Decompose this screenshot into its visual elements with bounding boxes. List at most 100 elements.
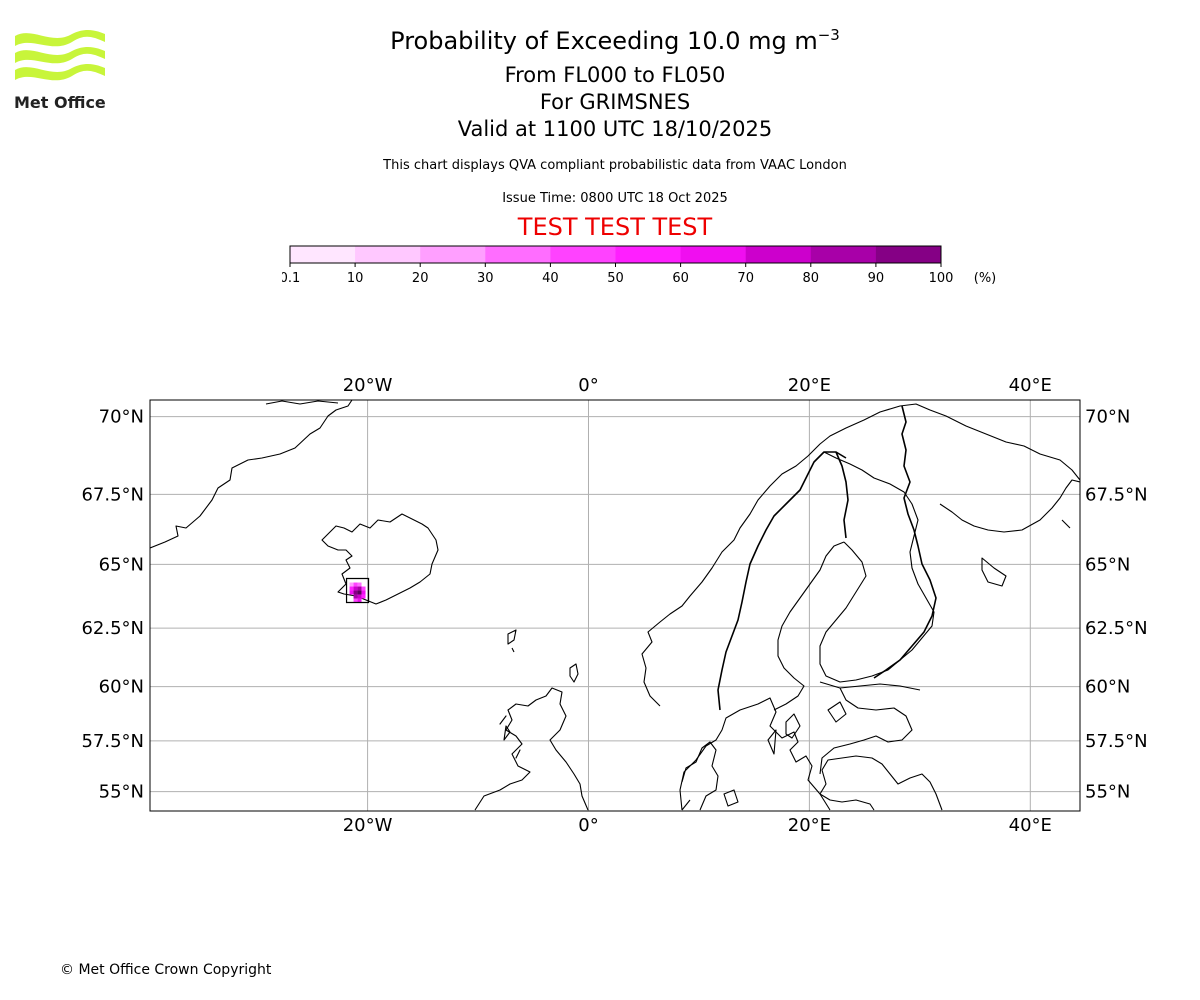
lat-labels-right: 70°N 67.5°N 65°N 62.5°N 60°N 57.5°N 55°N [1085, 407, 1148, 803]
coastline-sweden-east [773, 541, 845, 711]
lat-label: 57.5°N [1085, 731, 1148, 752]
colorbar-swatch [355, 246, 421, 263]
border-finland-russia [873, 405, 937, 679]
lon-labels-bottom: 20°W 0° 20°E 40°E [343, 815, 1052, 836]
lon-label: 20°W [343, 815, 393, 836]
probability-cell [357, 582, 362, 587]
coastline-greenland [150, 400, 353, 549]
colorbar-swatch [420, 246, 486, 263]
colorbar-tick-label: 10 [347, 271, 364, 286]
chart-description: This chart displays QVA compliant probab… [383, 158, 847, 173]
probability-cell [349, 590, 354, 595]
copyright-notice: © Met Office Crown Copyright [60, 962, 272, 978]
probability-cell [361, 586, 366, 591]
lat-label: 62.5°N [81, 618, 144, 639]
lat-label: 60°N [1085, 677, 1130, 698]
colorbar-tick-label: 100 [929, 271, 954, 286]
colorbar-tick-label: 30 [477, 271, 494, 286]
lat-label: 55°N [1085, 782, 1130, 803]
colorbar-tick-label: 90 [868, 271, 885, 286]
probability-cell [357, 598, 362, 603]
lat-label: 65°N [1085, 554, 1130, 575]
lon-label: 0° [578, 375, 598, 396]
colorbar-tick-label: 50 [607, 271, 624, 286]
lat-label: 65°N [99, 554, 144, 575]
border-sweden-finland [835, 451, 849, 539]
national-borders [819, 755, 943, 811]
colorbar-tick-label: 80 [803, 271, 820, 286]
internal-borders [717, 405, 937, 711]
probability-hotspot-grimsnes [345, 577, 370, 604]
lat-label: 70°N [1085, 407, 1130, 428]
probability-colorbar: 0.1 10 20 30 40 50 60 70 80 90 100 (%) [282, 245, 997, 286]
title-exponent: −3 [817, 26, 840, 44]
lat-label: 55°N [99, 782, 144, 803]
colorbar-tick-label: 40 [542, 271, 559, 286]
colorbar-swatch [550, 246, 616, 263]
coastlines [150, 400, 1080, 811]
coastline-baltic-islands [767, 701, 847, 755]
lon-labels-top: 20°W 0° 20°E 40°E [343, 375, 1052, 396]
coastline-outer-isles [499, 715, 521, 759]
hotspot-outline [345, 577, 370, 604]
valid-time: Valid at 1100 UTC 18/10/2025 [457, 117, 773, 141]
colorbar-swatch [290, 246, 356, 263]
title-main: Probability of Exceeding 10.0 mg m [390, 27, 818, 55]
coastline-faroe [507, 629, 517, 653]
probability-cell [353, 590, 358, 595]
lon-label: 40°E [1009, 375, 1052, 396]
colorbar-tick-label: 20 [412, 271, 429, 286]
map-panel: 20°W 0° 20°E 40°E 20°W 0° 20°E 40°E 70°N 67.5°N… [81, 375, 1148, 836]
lat-label: 60°N [99, 677, 144, 698]
lat-label: 67.5°N [1085, 484, 1148, 505]
lon-label: 20°E [788, 815, 831, 836]
logo-waves-icon [15, 29, 105, 81]
probability-cell [353, 582, 358, 587]
colorbar-swatch [485, 246, 551, 263]
probability-cell [357, 586, 362, 591]
coastline-gulf-of-finland [819, 681, 921, 775]
probability-cell [349, 586, 354, 591]
flight-levels: From FL000 to FL050 [504, 63, 726, 87]
lat-label: 57.5°N [81, 731, 144, 752]
coastline-kola [939, 479, 1080, 587]
probability-cell [361, 590, 366, 595]
coastline-bothnia [819, 451, 935, 683]
coastline-denmark [681, 741, 739, 811]
coastline-scandinavia [641, 403, 1080, 811]
colorbar-tick-label: 0.1 [282, 271, 300, 286]
lon-label: 40°E [1009, 815, 1052, 836]
coastline-iceland [321, 513, 439, 605]
probability-cell [361, 594, 366, 599]
lat-labels-left: 70°N 67.5°N 65°N 62.5°N 60°N 57.5°N 55°N [81, 407, 144, 803]
lat-label: 67.5°N [81, 484, 144, 505]
issue-time: Issue Time: 0800 UTC 18 Oct 2025 [502, 191, 728, 206]
colorbar-unit: (%) [974, 271, 997, 286]
probability-cell [357, 594, 362, 599]
colorbar-tick-label: 70 [737, 271, 754, 286]
test-banner: TEST TEST TEST [517, 213, 713, 241]
colorbar-swatch [745, 246, 812, 263]
met-office-logo: Met Office [14, 29, 106, 112]
colorbar-swatch [680, 246, 747, 263]
colorbar-swatch [875, 246, 942, 263]
colorbar-tick-label: 60 [672, 271, 689, 286]
border-norway-sweden [717, 451, 847, 711]
lat-label: 70°N [99, 407, 144, 428]
probability-cell [349, 582, 354, 587]
logo-wordmark: Met Office [14, 93, 106, 112]
lon-label: 20°W [343, 375, 393, 396]
lon-label: 20°E [788, 375, 831, 396]
probability-cell [353, 598, 358, 603]
lon-label: 0° [578, 815, 598, 836]
colorbar-swatch [615, 246, 682, 263]
probability-cell [353, 586, 358, 591]
colorbar-swatch [810, 246, 877, 263]
lat-label: 62.5°N [1085, 618, 1148, 639]
coastline-shetland [569, 663, 579, 683]
probability-cell [357, 590, 362, 595]
chart-title: Probability of Exceeding 10.0 mg m−3 [0, 26, 1200, 55]
coastline-britain [474, 687, 589, 811]
location-title: For GRIMSNES [539, 90, 691, 114]
map-frame [149, 399, 1081, 812]
